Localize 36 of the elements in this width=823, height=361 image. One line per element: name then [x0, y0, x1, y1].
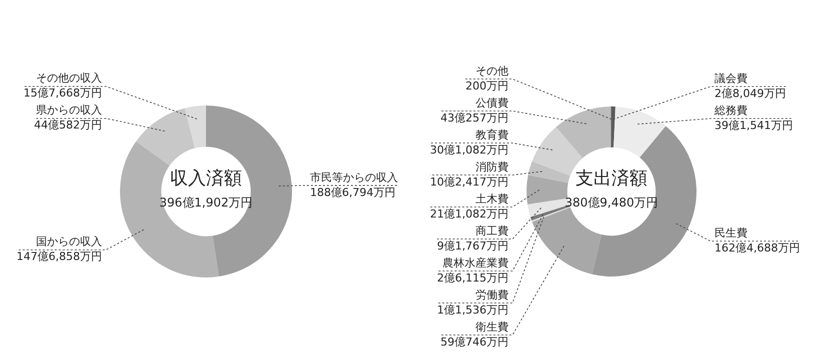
text: 147億6,858万円: [16, 250, 102, 264]
slice-label: 公債費: [476, 96, 508, 110]
slice-label: 議会費: [714, 72, 748, 85]
slice-label: 総務費: [714, 104, 748, 117]
slice-label: その他の収入: [36, 72, 102, 85]
text: 支出済額: [576, 168, 648, 190]
text: 396億1,902万円: [159, 196, 253, 210]
text: 162億4,688万円: [714, 241, 800, 254]
text: 39億1,541万円: [714, 118, 793, 132]
slice-label: 労働費: [476, 288, 508, 302]
text: 43億257万円: [440, 111, 508, 124]
slice-label: 消防費: [476, 160, 508, 174]
text: 44億582万円: [34, 118, 102, 132]
text: 1億1,536万円: [437, 303, 508, 316]
text: 収入済額: [170, 168, 242, 190]
slice-label: 教育費: [476, 128, 508, 142]
slice-label: 国からの収入: [36, 235, 102, 248]
text: 2億6,115万円: [437, 271, 508, 284]
slice-label: 民生費: [714, 226, 748, 240]
slice-label: 商工費: [476, 224, 508, 238]
slice-label: 土木費: [476, 192, 508, 206]
text: 200万円: [466, 79, 508, 92]
slice-label: その他: [476, 64, 508, 78]
text: 2億8,049万円: [714, 86, 786, 100]
text: 21億1,082万円: [430, 207, 508, 220]
text: 9億1,767万円: [437, 239, 508, 252]
slice-label: 県からの収入: [36, 104, 102, 117]
slice-label: 市民等からの収入: [310, 170, 398, 184]
text: 10億2,417万円: [430, 175, 508, 188]
text: 15億7,668万円: [24, 86, 102, 100]
text: 380億9,480万円: [564, 196, 658, 210]
text: 188億6,794万円: [310, 186, 396, 199]
text: 59億746万円: [440, 335, 508, 348]
text: 30億1,082万円: [430, 143, 508, 156]
slice-label: 衛生費: [476, 320, 508, 334]
slice-label: 農林水産業費: [442, 256, 508, 270]
